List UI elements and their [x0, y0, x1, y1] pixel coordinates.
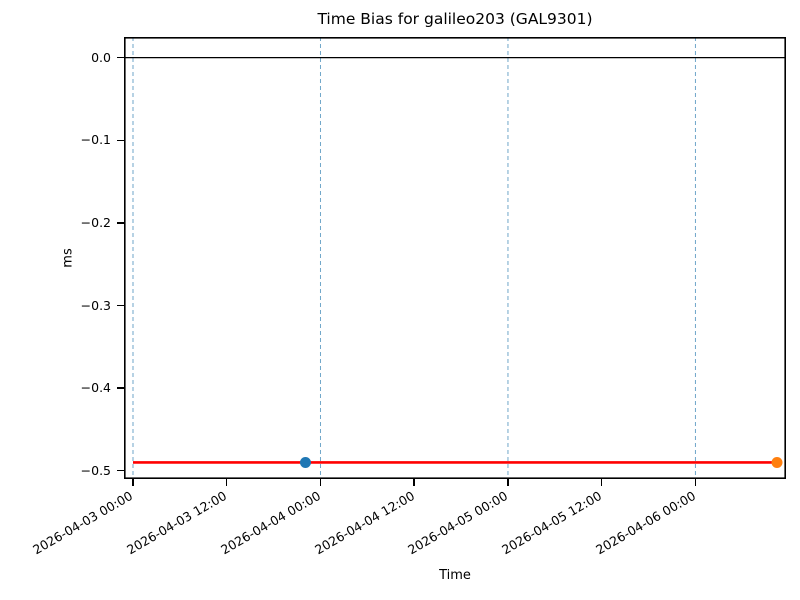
chart-title: Time Bias for galileo203 (GAL9301) [317, 10, 593, 28]
x-tick-mark [413, 479, 415, 486]
y-tick-label: 0.0 [91, 49, 111, 65]
y-tick-label: −0.4 [80, 380, 111, 396]
x-tick-mark [600, 479, 603, 486]
bias-latest-point [771, 456, 783, 468]
plot-canvas [124, 37, 786, 479]
x-tick-label-text: 2026-04-04 12:00 [311, 488, 417, 558]
x-tick-mark [507, 479, 509, 486]
y-tick-mark [117, 469, 124, 472]
x-tick-mark [132, 479, 134, 486]
y-tick-mark [117, 222, 124, 224]
plot-border [124, 37, 786, 479]
x-tick-mark [319, 479, 322, 486]
y-tick-mark [117, 304, 124, 307]
y-tick-label: −0.1 [80, 132, 111, 148]
y-tick-label: −0.2 [80, 214, 111, 230]
x-tick-mark [225, 479, 228, 486]
y-axis-label: ms [60, 248, 76, 268]
y-tick-label: −0.5 [80, 462, 111, 478]
x-tick-label-text: 2026-04-03 12:00 [124, 488, 230, 558]
y-tick-label: −0.3 [80, 297, 111, 313]
bias-observation-point [299, 456, 311, 468]
x-tick-label-text: 2026-04-05 00:00 [405, 488, 511, 558]
x-tick-label-text: 2026-04-05 12:00 [499, 488, 605, 558]
y-tick-mark [117, 387, 124, 389]
x-axis-label: Time [439, 568, 471, 583]
x-tick-label-text: 2026-04-03 00:00 [30, 488, 136, 558]
x-tick-mark [694, 479, 697, 486]
x-tick-label-text: 2026-04-04 00:00 [217, 488, 323, 558]
x-tick-label-text: 2026-04-06 00:00 [592, 488, 698, 558]
y-tick-mark [117, 56, 124, 59]
plot-area [124, 37, 786, 479]
y-tick-mark [117, 139, 124, 142]
